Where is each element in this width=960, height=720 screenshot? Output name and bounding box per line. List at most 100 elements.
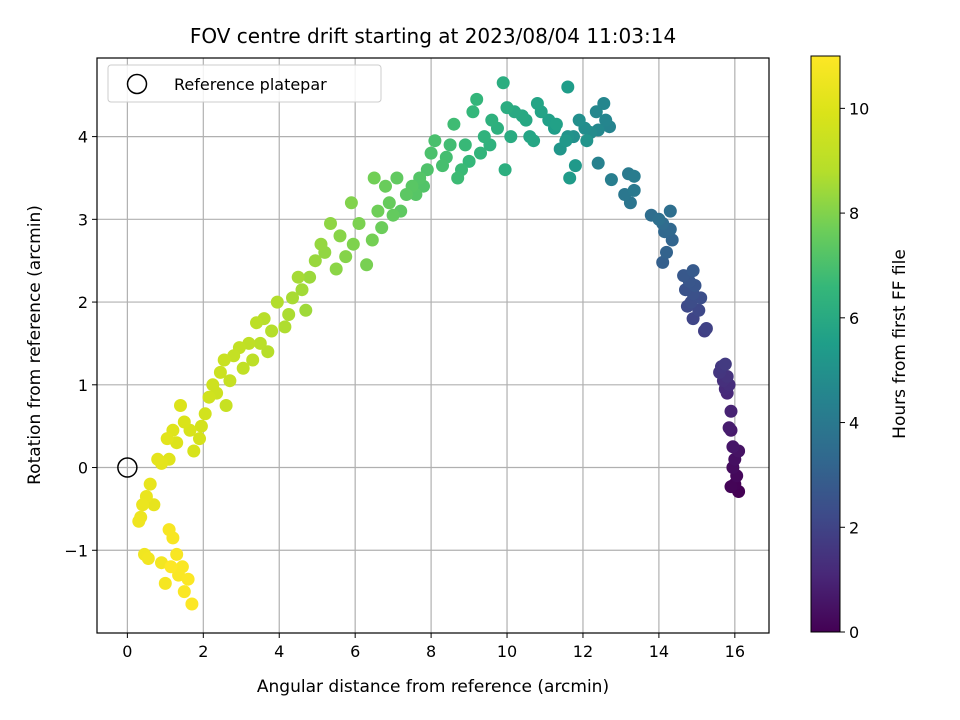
scatter-point bbox=[656, 255, 670, 269]
scatter-point bbox=[324, 217, 337, 230]
y-tick-label: 1 bbox=[78, 376, 88, 395]
scatter-point bbox=[447, 117, 461, 131]
scatter-point bbox=[591, 156, 605, 170]
scatter-point bbox=[604, 173, 618, 187]
scatter-point bbox=[561, 80, 575, 94]
scatter-point bbox=[143, 477, 157, 491]
scatter-point bbox=[474, 146, 487, 160]
scatter-point bbox=[530, 97, 544, 110]
chart-title: FOV centre drift starting at 2023/08/04 … bbox=[190, 24, 676, 48]
scatter-point bbox=[314, 237, 328, 251]
scatter-point bbox=[527, 134, 541, 148]
colorbar-gradient bbox=[810, 55, 841, 633]
scatter-point bbox=[185, 597, 199, 611]
scatter-point bbox=[339, 250, 353, 264]
scatter-point bbox=[170, 547, 184, 561]
scatter-point bbox=[390, 171, 404, 185]
scatter-point bbox=[420, 163, 434, 177]
scatter-point bbox=[250, 316, 263, 330]
x-tick-label: 16 bbox=[725, 642, 745, 661]
scatter-point bbox=[270, 295, 284, 309]
reference-platepar-marker bbox=[117, 457, 138, 478]
scatter-point bbox=[278, 320, 292, 334]
legend-entry-reference-platepar: Reference platepar bbox=[174, 75, 327, 94]
scatter-point bbox=[504, 130, 518, 144]
data-points bbox=[132, 76, 746, 611]
scatter-point bbox=[379, 179, 392, 193]
scatter-point bbox=[329, 262, 343, 276]
scatter-point bbox=[246, 353, 260, 367]
scatter-point bbox=[462, 154, 476, 168]
x-tick-label: 8 bbox=[426, 642, 436, 661]
scatter-point bbox=[147, 498, 161, 512]
scatter-point bbox=[458, 138, 472, 152]
scatter-point bbox=[563, 171, 577, 185]
scatter-point bbox=[660, 245, 673, 259]
colorbar-tick-label: 2 bbox=[849, 518, 859, 537]
scatter-point bbox=[193, 432, 206, 446]
scatter-point bbox=[299, 303, 313, 317]
scatter-point bbox=[692, 303, 706, 317]
scatter-point bbox=[286, 291, 299, 305]
scatter-point bbox=[151, 452, 165, 466]
scatter-point bbox=[333, 229, 347, 243]
x-tick-label: 10 bbox=[497, 642, 517, 661]
scatter-point bbox=[580, 134, 594, 148]
x-tick-label: 6 bbox=[350, 642, 360, 661]
scatter-point bbox=[500, 101, 514, 115]
scatter-point bbox=[663, 204, 677, 218]
colorbar-label: Hours from first FF file bbox=[890, 249, 910, 439]
scatter-point bbox=[236, 361, 250, 375]
y-tick-label: 0 bbox=[78, 459, 88, 478]
scatter-point bbox=[219, 399, 233, 412]
scatter-point bbox=[424, 146, 438, 160]
x-axis-ticks: 0 2 4 6 8 10 12 14 16 bbox=[122, 633, 745, 661]
y-tick-label: 4 bbox=[78, 128, 88, 147]
scatter-point bbox=[282, 308, 296, 321]
scatter-point bbox=[382, 196, 396, 210]
scatter-point bbox=[346, 237, 360, 251]
scatter-point bbox=[308, 254, 322, 268]
scatter-point bbox=[265, 324, 279, 338]
scatter-point bbox=[223, 374, 237, 388]
scatter-point bbox=[451, 171, 465, 185]
scatter-point bbox=[589, 105, 603, 119]
scatter-point bbox=[291, 270, 305, 284]
x-tick-label: 2 bbox=[198, 642, 208, 661]
scatter-point bbox=[443, 138, 457, 152]
scatter-point bbox=[549, 117, 563, 131]
scatter-point bbox=[724, 480, 738, 494]
scatter-point bbox=[177, 585, 191, 599]
scatter-point bbox=[371, 204, 385, 218]
scatter-point bbox=[160, 432, 174, 446]
x-axis-label: Angular distance from reference (arcmin) bbox=[257, 677, 609, 697]
scatter-point bbox=[568, 159, 582, 173]
colorbar-tick-label: 8 bbox=[849, 204, 859, 223]
scatter-point bbox=[187, 444, 201, 458]
scatter-point bbox=[352, 217, 366, 230]
scatter-point bbox=[303, 270, 317, 284]
scatter-point bbox=[665, 233, 679, 247]
scatter-point bbox=[164, 560, 178, 574]
scatter-point bbox=[295, 283, 309, 297]
x-tick-label: 14 bbox=[649, 642, 669, 661]
scatter-point bbox=[174, 399, 187, 412]
x-tick-label: 0 bbox=[122, 642, 132, 661]
y-tick-label: 3 bbox=[78, 210, 88, 229]
scatter-point bbox=[175, 560, 189, 574]
scatter-point bbox=[399, 188, 413, 201]
scatter-point bbox=[559, 134, 573, 148]
scatter-point bbox=[572, 113, 586, 127]
scatter-point bbox=[367, 171, 381, 185]
scatter-point bbox=[136, 498, 150, 512]
scatter-point bbox=[344, 196, 358, 210]
colorbar-tick-label: 6 bbox=[849, 309, 859, 328]
scatter-point bbox=[699, 322, 713, 335]
scatter-point bbox=[485, 113, 499, 127]
scatter-point bbox=[206, 378, 220, 392]
scatter-point bbox=[599, 113, 613, 127]
scatter-point bbox=[436, 159, 449, 173]
x-tick-label: 4 bbox=[274, 642, 284, 661]
scatter-point bbox=[253, 336, 267, 350]
